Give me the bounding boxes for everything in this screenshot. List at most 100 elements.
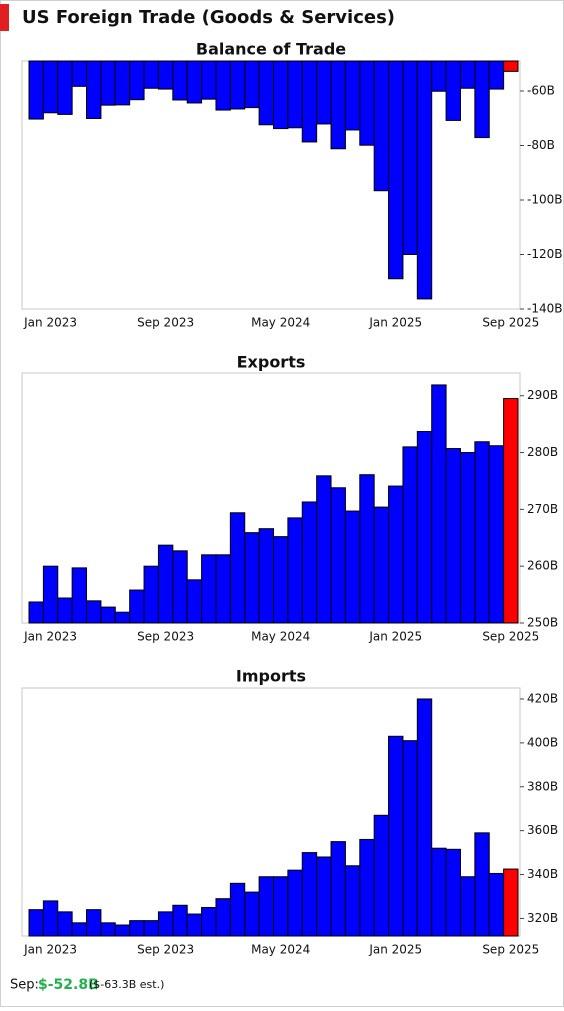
bar	[316, 60, 332, 125]
bar	[258, 876, 274, 937]
bar	[287, 60, 303, 129]
footer-value: $-52.8B	[38, 977, 99, 993]
bar	[157, 60, 174, 90]
x-tick-label: Sep 2025	[482, 943, 539, 957]
y-tick-label: 420B	[527, 691, 558, 705]
x-tick-label: Sep 2023	[137, 943, 194, 957]
bar	[445, 448, 461, 624]
bar	[100, 60, 116, 106]
bar	[402, 446, 418, 624]
x-tick-label: Sep 2023	[137, 316, 194, 330]
bar	[488, 60, 505, 90]
bar	[431, 60, 447, 92]
bar	[488, 872, 505, 937]
y-tick-label: 400B	[527, 735, 558, 749]
bar	[229, 512, 246, 624]
bar	[143, 565, 159, 624]
bar	[474, 441, 490, 624]
bar	[287, 517, 303, 624]
bar	[273, 60, 289, 130]
bar	[186, 60, 203, 104]
bar	[86, 600, 102, 624]
footer-estimate: ($-63.3B est.)	[89, 978, 164, 991]
bar	[42, 565, 59, 624]
y-tick-label: -100B	[527, 192, 562, 206]
bar	[330, 487, 346, 624]
y-tick-label: -60B	[527, 83, 555, 97]
bar	[71, 60, 88, 87]
bar	[172, 60, 188, 101]
bar	[258, 60, 274, 126]
y-tick-label: 290B	[527, 388, 558, 402]
bar	[42, 900, 59, 937]
x-tick-label: Sep 2023	[137, 630, 194, 644]
bar	[129, 920, 145, 937]
bar	[373, 506, 390, 624]
bar	[215, 554, 231, 624]
y-tick-label: 380B	[527, 779, 558, 793]
bar	[330, 60, 346, 150]
x-tick-label: Jan 2025	[368, 630, 422, 644]
bar	[388, 60, 404, 280]
bar	[157, 544, 174, 624]
bar	[301, 852, 318, 937]
bar	[229, 60, 246, 110]
y-tick-label: -80B	[527, 138, 555, 152]
bar	[86, 60, 102, 120]
bar	[459, 876, 476, 937]
bar	[344, 510, 361, 624]
bar	[57, 60, 73, 115]
page-title: US Foreign Trade (Goods & Services)	[22, 7, 395, 28]
bar	[201, 554, 217, 624]
y-tick-label: -140B	[527, 302, 562, 316]
x-tick-label: Jan 2023	[23, 316, 77, 330]
bar	[287, 869, 303, 937]
x-tick-label: Sep 2025	[482, 316, 539, 330]
x-tick-label: Jan 2025	[368, 316, 422, 330]
y-tick-label: 250B	[527, 616, 558, 630]
bar	[459, 452, 476, 624]
bar	[57, 597, 73, 624]
x-tick-label: Jan 2023	[23, 630, 77, 644]
x-tick-label: May 2024	[251, 630, 310, 644]
bar	[301, 60, 318, 143]
x-tick-label: May 2024	[251, 316, 310, 330]
bar	[201, 60, 217, 100]
y-tick-label: 260B	[527, 559, 558, 573]
bar	[100, 606, 116, 624]
bar	[431, 847, 447, 937]
chart-title: Exports	[237, 353, 306, 372]
x-tick-label: Jan 2023	[23, 943, 77, 957]
bar	[301, 501, 318, 624]
bar	[445, 60, 461, 121]
bar	[86, 909, 102, 937]
bar	[186, 579, 203, 624]
bar	[129, 60, 145, 101]
bar	[258, 528, 274, 624]
bar	[143, 60, 159, 89]
bar	[42, 60, 59, 114]
footer-label: Sep:	[10, 978, 39, 993]
y-tick-label: -120B	[527, 247, 562, 261]
bar	[28, 601, 44, 624]
bar	[416, 431, 433, 624]
bar	[388, 485, 404, 624]
bar	[474, 60, 490, 139]
bar	[244, 891, 260, 937]
bar	[373, 60, 390, 192]
bar	[157, 911, 174, 937]
bar	[28, 909, 44, 937]
bar	[445, 848, 461, 937]
bar	[402, 740, 418, 937]
x-tick-label: May 2024	[251, 943, 310, 957]
bar	[172, 550, 188, 624]
bar	[143, 920, 159, 937]
bar	[229, 882, 246, 937]
bar	[201, 906, 217, 937]
bar	[316, 475, 332, 624]
bar	[359, 60, 375, 146]
bar	[273, 536, 289, 624]
bar	[459, 60, 476, 89]
bar	[273, 876, 289, 937]
